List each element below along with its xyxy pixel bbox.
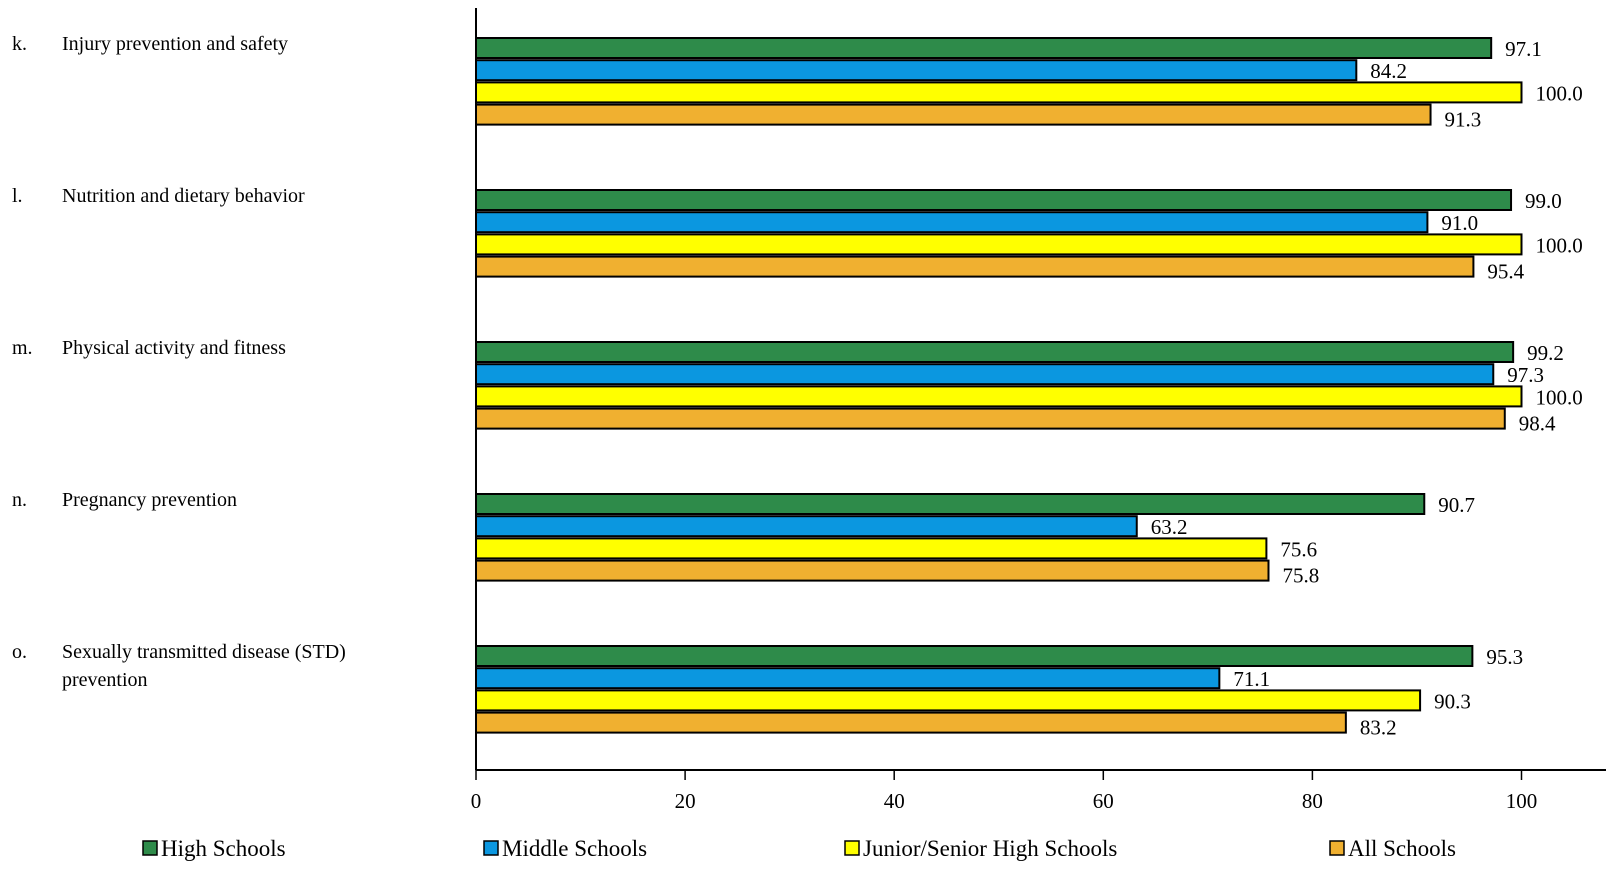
category-letter-4: o. [12, 641, 27, 663]
bar-1-0 [475, 189, 1513, 211]
category-letter-0: k. [12, 33, 27, 55]
category-letter-2: m. [12, 337, 33, 359]
data-label-4-0: 95.3 [1486, 645, 1523, 669]
data-label-3-3: 75.8 [1282, 564, 1319, 588]
data-label-3-2: 75.6 [1280, 537, 1317, 561]
category-letter-3: n. [12, 489, 27, 511]
bar-0-2 [475, 81, 1523, 104]
data-label-1-0: 99.0 [1525, 189, 1562, 213]
category-label-2: Physical activity and fitness [62, 337, 286, 359]
data-label-1-2: 100.0 [1536, 233, 1583, 257]
bar-3-1 [475, 515, 1138, 538]
x-tick-label-0: 0 [471, 789, 482, 813]
data-label-0-1: 84.2 [1370, 59, 1407, 83]
bar-1-3 [475, 255, 1475, 278]
bar-1-2 [475, 233, 1523, 256]
category-label-1: Nutrition and dietary behavior [62, 185, 305, 207]
bar-0-0 [475, 37, 1493, 59]
data-label-4-1: 71.1 [1233, 667, 1270, 691]
bar-2-1 [475, 363, 1495, 386]
bar-2-3 [475, 407, 1506, 430]
legend-swatch-1 [483, 840, 499, 856]
data-label-2-3: 98.4 [1519, 412, 1556, 436]
bar-0-1 [475, 59, 1358, 82]
x-tick-label-4: 80 [1302, 789, 1323, 813]
bar-2-2 [475, 385, 1523, 408]
data-label-1-3: 95.4 [1487, 260, 1524, 284]
bar-3-3 [475, 559, 1270, 582]
data-label-3-0: 90.7 [1438, 493, 1475, 517]
bar-4-1 [475, 667, 1221, 690]
bar-4-0 [475, 645, 1474, 667]
x-tick-label-5: 100 [1506, 789, 1538, 813]
bar-4-3 [475, 711, 1347, 734]
legend-label-3: All Schools [1348, 836, 1456, 861]
data-label-0-2: 100.0 [1536, 81, 1583, 105]
data-label-2-0: 99.2 [1527, 341, 1564, 365]
data-label-2-2: 100.0 [1536, 385, 1583, 409]
data-label-0-0: 97.1 [1505, 37, 1542, 61]
legend-label-2: Junior/Senior High Schools [863, 836, 1117, 861]
legend-swatch-3 [1329, 840, 1345, 856]
category-label-4: Sexually transmitted disease (STD) preve… [62, 641, 351, 691]
data-label-4-2: 90.3 [1434, 689, 1471, 713]
category-letter-1: l. [12, 185, 23, 207]
x-tick-label-1: 20 [675, 789, 696, 813]
x-tick-label-2: 40 [884, 789, 905, 813]
bar-4-2 [475, 689, 1422, 712]
category-label-0: Injury prevention and safety [62, 33, 289, 55]
legend-label-1: Middle Schools [502, 836, 647, 861]
data-label-2-1: 97.3 [1507, 363, 1544, 387]
legend-swatch-0 [142, 840, 158, 856]
category-label-3: Pregnancy prevention [62, 489, 237, 511]
data-label-1-1: 91.0 [1441, 211, 1478, 235]
bar-0-3 [475, 103, 1432, 126]
bar-3-0 [475, 493, 1426, 515]
data-label-0-3: 91.3 [1445, 108, 1482, 132]
bar-3-2 [475, 537, 1268, 560]
data-label-4-3: 83.2 [1360, 716, 1397, 740]
legend-label-0: High Schools [161, 836, 286, 861]
data-label-3-1: 63.2 [1151, 515, 1188, 539]
x-tick-label-3: 60 [1093, 789, 1114, 813]
legend-swatch-2 [844, 840, 860, 856]
bar-2-0 [475, 341, 1515, 363]
bar-1-1 [475, 211, 1429, 234]
